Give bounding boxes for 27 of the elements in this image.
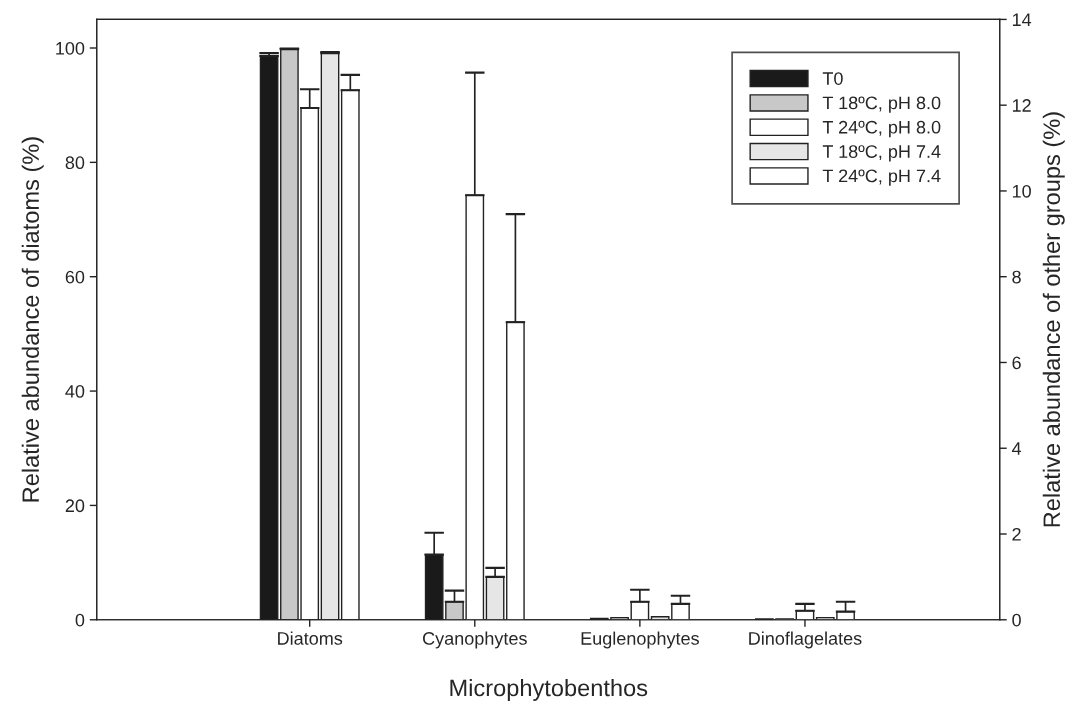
y2-tick-label: 0 bbox=[1012, 613, 1021, 627]
legend-label: T 18ºC, pH 8.0 bbox=[822, 96, 941, 113]
x-tick-label: Diatoms bbox=[278, 631, 343, 645]
y-tick-label: 60 bbox=[65, 270, 85, 284]
y-axis-title: Relative abundance of diatoms (%) bbox=[21, 137, 44, 502]
y2-axis-title: Relative abundance of other groups (%) bbox=[1042, 112, 1065, 527]
x-axis-title: Microphytobenthos bbox=[450, 678, 648, 701]
legend-label: T0 bbox=[822, 72, 843, 85]
y2-tick-label: 12 bbox=[1012, 99, 1031, 112]
y-tick-label: 100 bbox=[56, 41, 85, 55]
y-tick-label: 20 bbox=[65, 499, 85, 513]
y-tick-label: 40 bbox=[65, 385, 85, 398]
y-tick-label: 0 bbox=[75, 613, 85, 627]
bar bbox=[485, 576, 505, 620]
legend-label: T 24ºC, pH 7.4 bbox=[822, 169, 941, 186]
y2-tick-label: 2 bbox=[1012, 527, 1021, 541]
y-tick-label: 80 bbox=[65, 156, 85, 170]
x-tick-label: Cyanophytes bbox=[423, 631, 527, 649]
y2-tick-label: 8 bbox=[1012, 270, 1021, 284]
y2-tick-label: 14 bbox=[1012, 13, 1032, 26]
x-tick-label: Euglenophytes bbox=[581, 631, 699, 649]
x-tick-label: Dinoflagelates bbox=[749, 631, 862, 649]
y2-tick-label: 10 bbox=[1012, 184, 1031, 198]
y2-tick-label: 6 bbox=[1012, 356, 1021, 370]
legend-label: T 24ºC, pH 8.0 bbox=[822, 120, 941, 138]
y2-tick-label: 4 bbox=[1011, 442, 1022, 455]
legend-label: T 18ºC, pH 7.4 bbox=[822, 145, 941, 162]
